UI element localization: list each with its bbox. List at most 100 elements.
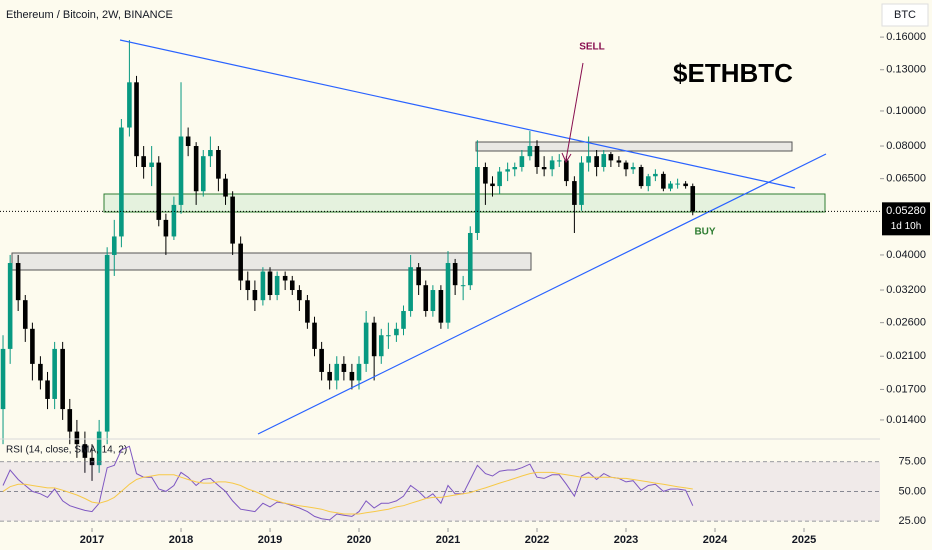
candle-body — [527, 146, 533, 157]
candle-body — [305, 300, 310, 323]
currency-box — [881, 3, 929, 27]
buy-label: BUY — [694, 227, 715, 238]
candle-body — [386, 335, 391, 337]
candle-body — [111, 236, 117, 255]
candle-body — [0, 348, 6, 410]
candle-body — [556, 160, 562, 162]
candle-body — [378, 335, 384, 357]
rsi-line — [2, 471, 693, 515]
currency: BTC — [894, 9, 916, 21]
candle-body — [260, 271, 266, 301]
candle-body — [127, 82, 132, 128]
candle-body — [430, 290, 436, 312]
candle-body — [223, 178, 228, 197]
rsi-tick-label: 25.00 — [898, 515, 926, 527]
y-tick-label: 0.10000 — [886, 105, 926, 117]
candle-body — [519, 156, 525, 168]
candle-body — [297, 290, 302, 301]
y-tick-label: 0.06500 — [886, 173, 926, 185]
candle-body — [416, 267, 421, 286]
gray-zone — [11, 252, 532, 271]
candle-body — [579, 162, 584, 205]
candle-body — [319, 348, 324, 372]
axes: 0.16000 0.13000 0.10000 0.08000 0.06500 0.040… — [80, 31, 926, 546]
candle-body — [7, 263, 13, 349]
candle-body — [216, 150, 221, 179]
candle-body — [594, 156, 599, 168]
symbol-note: $ETHBTC — [673, 58, 793, 88]
candle-body — [512, 167, 518, 170]
candle-body — [668, 183, 673, 189]
candle-body — [178, 136, 184, 205]
candle-body — [401, 311, 406, 329]
candle-body — [460, 285, 466, 287]
candle-body — [616, 160, 622, 163]
candle-body — [274, 275, 280, 296]
candles — [0, 40, 696, 481]
candle-body — [638, 167, 644, 187]
candle-body — [38, 363, 43, 381]
candle-body — [245, 280, 251, 291]
candle-body — [267, 271, 273, 296]
candle-body — [289, 280, 295, 291]
candle-body — [475, 167, 480, 233]
candle-body — [653, 173, 658, 177]
last-price-label: 0.05280 — [886, 205, 926, 217]
trend-line — [119, 39, 796, 189]
candle-body — [30, 328, 35, 364]
candle-body — [252, 290, 258, 301]
candle-body — [586, 156, 591, 163]
gray-zone — [475, 141, 793, 152]
rsi-title: RSI (14, close, SMA, 14, 2) — [6, 445, 127, 456]
rsi-band — [0, 461, 880, 522]
candle-body — [645, 176, 651, 187]
candle-body — [208, 150, 213, 157]
x-tick-label: 2022 — [525, 534, 549, 546]
candle-body — [497, 171, 502, 187]
y-tick-label: 0.02100 — [886, 350, 926, 362]
candle-body — [15, 263, 21, 301]
rsi-tick-label: 75.00 — [898, 456, 926, 468]
y-tick-label: 0.08000 — [886, 140, 926, 152]
candle-body — [541, 167, 547, 170]
candle-body — [490, 183, 495, 187]
candle-body — [193, 146, 199, 192]
candle-body — [467, 232, 473, 286]
candle-body — [171, 204, 177, 237]
candle-body — [67, 409, 73, 432]
y-tick-label: 0.01700 — [886, 383, 926, 395]
candle-body — [282, 275, 288, 281]
y-tick-label: 0.03200 — [886, 284, 926, 296]
candle-body — [601, 154, 607, 168]
rsi-line — [2, 445, 694, 521]
candle-body — [408, 267, 413, 312]
rsi-tick-label: 50.00 — [898, 485, 926, 497]
countdown: 1d 10h — [891, 221, 922, 232]
candle-body — [608, 154, 614, 161]
candle-body — [238, 243, 243, 281]
candle-body — [60, 348, 65, 410]
chart-title: Ethereum / Bitcoin, 2W, BINANCE — [6, 9, 173, 21]
candle-body — [104, 254, 110, 432]
candle-body — [483, 167, 488, 184]
candle-body — [156, 162, 162, 220]
trend-line — [257, 153, 827, 435]
x-tick-label: 2024 — [703, 534, 728, 546]
x-tick-label: 2018 — [169, 534, 193, 546]
candle-body — [74, 431, 80, 445]
candle-body — [690, 186, 696, 212]
candle-body — [45, 380, 50, 399]
candle-body — [394, 328, 399, 336]
last-price-box — [882, 202, 930, 236]
candle-body — [312, 322, 317, 349]
candle-body — [185, 136, 191, 147]
candle-body — [623, 162, 629, 170]
candle-body — [438, 290, 444, 323]
x-tick-label: 2020 — [347, 534, 371, 546]
y-tick-label: 0.02600 — [886, 317, 926, 329]
y-tick-label: 0.16000 — [886, 31, 926, 43]
candle-body — [163, 219, 169, 237]
candle-body — [334, 363, 340, 381]
